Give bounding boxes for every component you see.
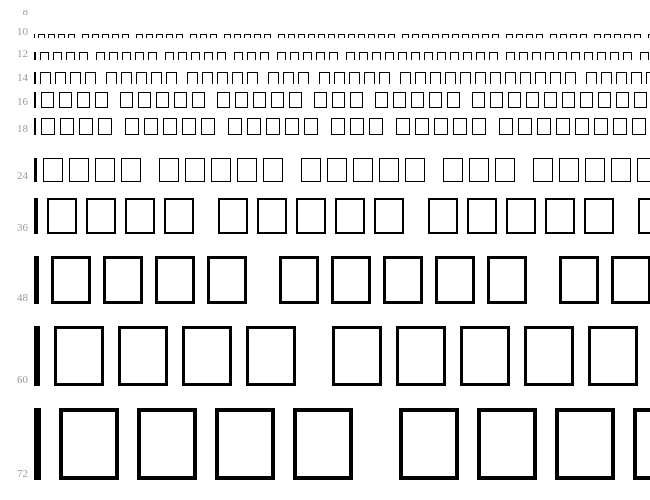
glyph-run — [34, 408, 650, 480]
glyph-run — [34, 326, 650, 386]
glyph-run — [34, 158, 650, 182]
glyph-run — [34, 70, 650, 84]
size-label: 72 — [0, 469, 28, 480]
size-label: 24 — [0, 171, 28, 182]
waterfall-row-48: 48 — [0, 256, 650, 304]
glyph-run — [34, 92, 650, 108]
glyph-run — [34, 28, 650, 38]
size-label: 36 — [0, 223, 28, 234]
waterfall-row-72: 72 — [0, 408, 650, 480]
waterfall-row-18: 18 — [0, 118, 650, 135]
size-label: 10 — [0, 28, 28, 38]
waterfall-row-10: 10 — [0, 28, 650, 38]
waterfall-row-12: 12 — [0, 48, 650, 60]
size-label: 60 — [0, 375, 28, 386]
waterfall-row-36: 36 — [0, 198, 650, 234]
glyph-run — [34, 256, 650, 304]
size-label: 12 — [0, 49, 28, 60]
glyph-run — [34, 198, 650, 234]
glyph-run — [34, 10, 650, 18]
size-label: 8 — [0, 10, 28, 18]
waterfall-row-16: 16 — [0, 92, 650, 108]
waterfall-row-60: 60 — [0, 326, 650, 386]
font-waterfall: 8 10 12 14 16 18 24 36 48 60 72 — [0, 0, 650, 500]
waterfall-row-24: 24 — [0, 158, 650, 182]
size-label: 48 — [0, 293, 28, 304]
glyph-run — [34, 118, 650, 135]
size-label: 16 — [0, 97, 28, 108]
size-label: 14 — [0, 73, 28, 84]
waterfall-row-14: 14 — [0, 70, 650, 84]
glyph-run — [34, 48, 650, 60]
waterfall-row-8: 8 — [0, 10, 650, 18]
size-label: 18 — [0, 124, 28, 135]
